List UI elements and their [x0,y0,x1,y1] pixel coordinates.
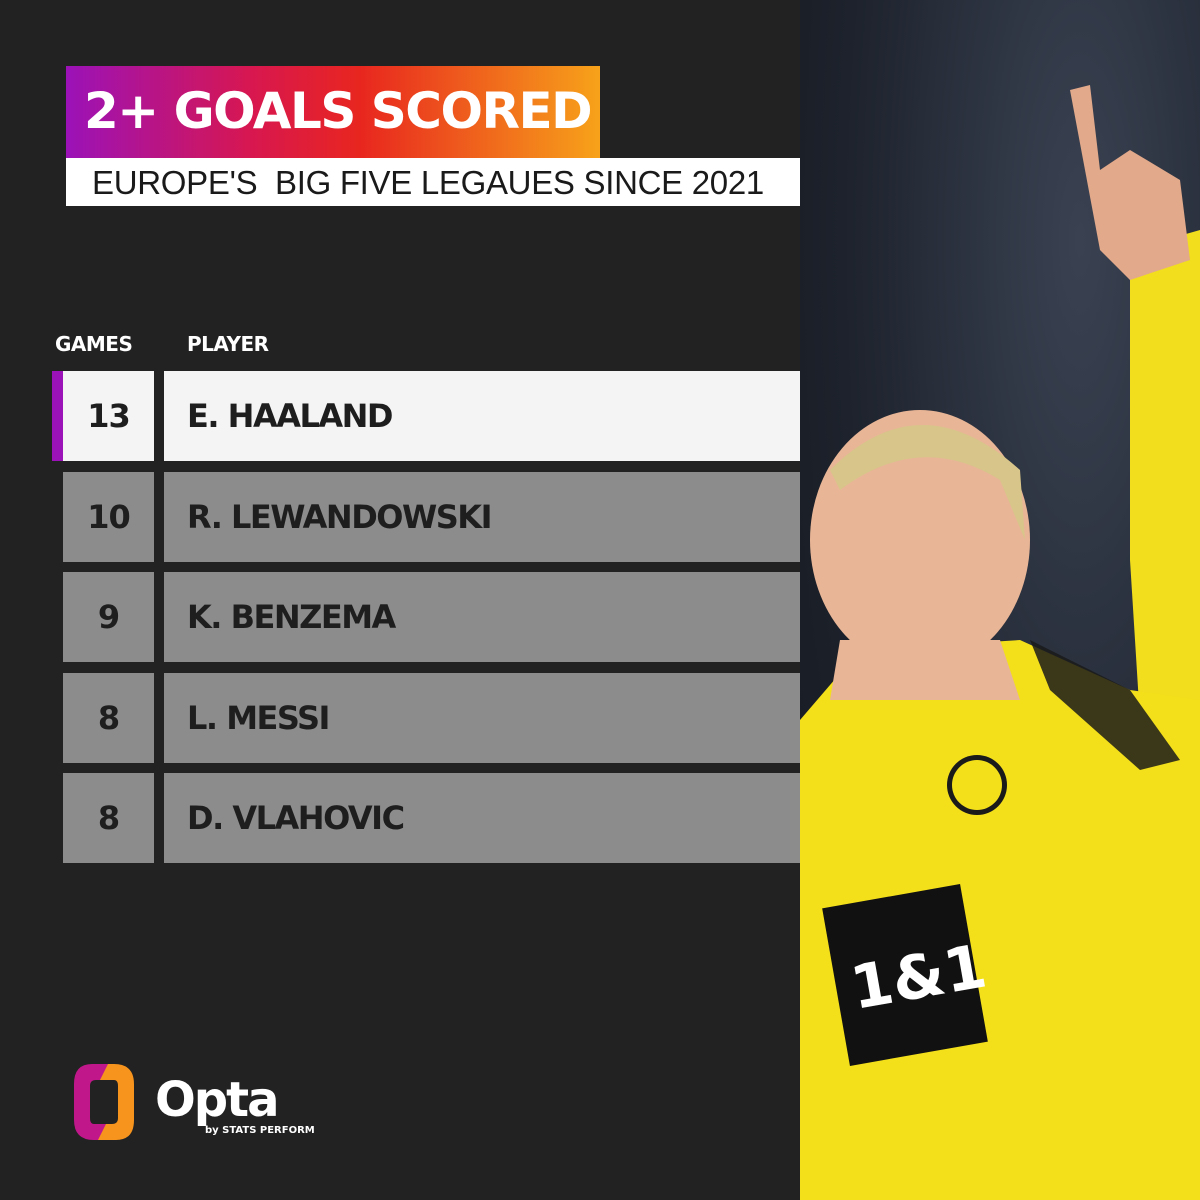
page-title: 2+ GOALS SCORED [84,82,593,140]
games-cell: 8 [63,673,154,763]
player-photo: 1&1 [800,0,1200,1200]
opta-logo-icon [72,1062,136,1146]
games-cell: 13 [63,371,154,461]
table-row: 13 E. HAALAND [52,371,800,461]
table-row: 8 L. MESSI [52,673,800,763]
highlight-accent-bar [52,371,63,461]
page-subtitle: EUROPE'S BIG FIVE LEGAUES SINCE 2021 [92,164,764,201]
games-cell: 10 [63,472,154,562]
player-cell: K. BENZEMA [164,572,800,662]
opta-logo-tagline: by STATS PERFORM [205,1125,315,1136]
subtitle-banner: EUROPE'S BIG FIVE LEGAUES SINCE 2021 [66,158,815,206]
player-cell: L. MESSI [164,673,800,763]
games-cell: 8 [63,773,154,863]
games-cell: 9 [63,572,154,662]
player-cell: D. VLAHOVIC [164,773,800,863]
title-banner: 2+ GOALS SCORED [66,66,600,158]
column-header-player: PLAYER [187,332,269,356]
table-row: 9 K. BENZEMA [52,572,800,662]
table-row: 10 R. LEWANDOWSKI [52,472,800,562]
opta-logo-text: Opta [155,1072,279,1128]
player-cell: R. LEWANDOWSKI [164,472,800,562]
player-cell: E. HAALAND [164,371,800,461]
column-header-games: GAMES [55,332,133,356]
table-row: 8 D. VLAHOVIC [52,773,800,863]
